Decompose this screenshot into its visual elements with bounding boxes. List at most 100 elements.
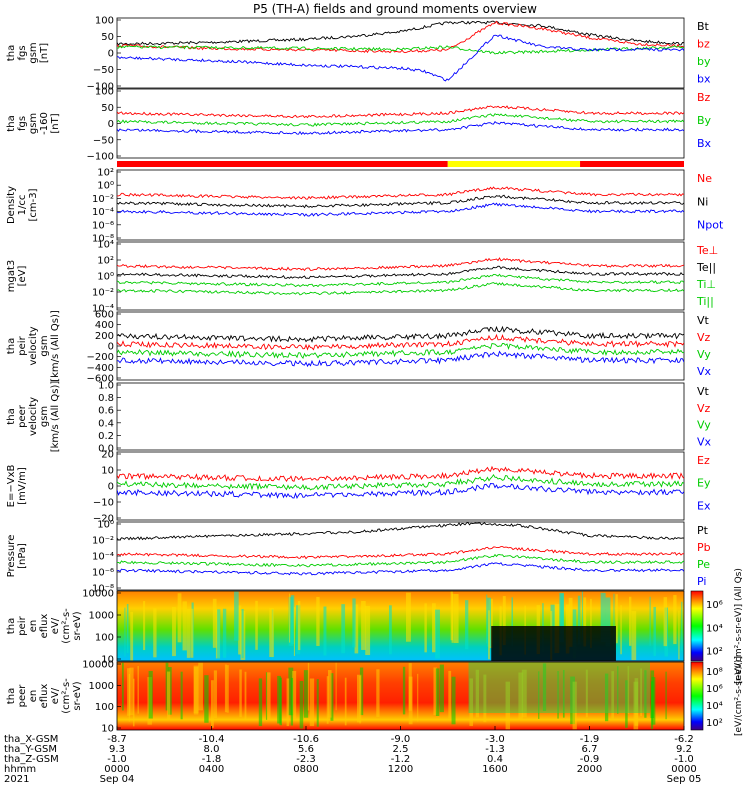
y-axis-label: mgat3 [eV]: [6, 260, 28, 293]
spectrogram-streak: [408, 676, 413, 725]
trace-ey: [117, 473, 684, 491]
spectrogram-streak: [341, 604, 346, 654]
trace-bt: [117, 20, 684, 46]
panel-fgs: 100 50 0 −50 −100 tha fgs gsm [nT] Bt bz by bx: [6, 16, 711, 93]
spectrogram-streak: [435, 609, 440, 659]
spectrogram-streak: [615, 594, 618, 644]
y-label-line: gsm: [39, 406, 50, 427]
spectrogram-streak: [600, 592, 606, 642]
trace-bx: [117, 34, 684, 82]
spectrogram-streak: [204, 675, 209, 723]
spectrogram-streak: [376, 669, 380, 717]
spectrogram-streak: [121, 662, 124, 711]
y-label-line: 1/cc: [17, 195, 28, 216]
legend-entry: Pb: [697, 541, 711, 554]
x-tick-hhmm: 0000: [104, 764, 129, 775]
legend-entry: Ez: [697, 454, 710, 467]
spectrogram-streak: [653, 606, 656, 656]
trace-vz: [117, 333, 684, 351]
colorbar-scale: [690, 661, 704, 731]
spectrogram-streak: [448, 670, 452, 719]
spectrogram-streak: [439, 664, 444, 713]
spectrogram-streak: [297, 601, 301, 651]
legend: Bt bz by bx: [697, 20, 711, 86]
y-tick-label: 0.4: [98, 418, 114, 429]
trace-ex: [117, 483, 684, 499]
legend-entry: Vy: [697, 419, 711, 432]
spectrogram-streak: [143, 601, 146, 651]
spectrogram-streak: [590, 598, 592, 648]
y-tick-label: 0.2: [98, 431, 114, 442]
y-label-line: tha: [6, 618, 17, 634]
trace-ti: [117, 273, 684, 288]
spectrogram-streak: [613, 593, 615, 643]
colorbar-tick: 10⁴: [706, 701, 723, 712]
colorbar-scale: [690, 590, 704, 662]
panel-peir-spec: 10⁶ 10⁴ 10² [eV/(cm²-s-sr-eV)] (All Qs) 1000…: [6, 568, 744, 684]
spectrogram-streak: [127, 668, 131, 716]
y-label-line: [cm-3]: [28, 188, 39, 221]
y-axis-label: tha peir velocity gsm [km/s (All Qs)]: [6, 310, 61, 382]
y-tick-label: 10⁻²: [92, 194, 114, 205]
legend-entry: Vx: [697, 435, 712, 448]
y-tick-label: 10²: [97, 256, 114, 267]
traces: [117, 105, 684, 135]
spectrogram-streak: [128, 674, 130, 722]
y-tick-label: 10⁻⁴: [92, 207, 114, 218]
x-row-label: 2021: [4, 774, 29, 785]
spectrogram-streak: [581, 591, 583, 641]
y-tick-label: 100: [95, 633, 114, 644]
y-tick-label: −600: [87, 374, 114, 385]
spectrogram-streak: [356, 674, 362, 723]
y-label-line: E=−VxB: [6, 465, 17, 508]
y-label-line: velocity: [28, 326, 39, 365]
spectrogram-streak: [651, 677, 656, 725]
spectrogram-streak: [190, 608, 194, 658]
spectrogram-streak: [402, 666, 406, 715]
y-axis-label: tha peir en eflux eV/(cm²-s-sr-eV): [6, 608, 83, 644]
y-label-line: sr-eV): [72, 681, 83, 710]
y-tick-label: 10⁻⁶: [92, 220, 114, 231]
x-tick-z: -1.2: [391, 754, 411, 765]
panel-peer-vel: 1.00.8 0.60.4 0.2 0.0 tha peer velocity gsm [km/…: [6, 381, 712, 455]
x-tick-x: -3.0: [485, 734, 505, 745]
spectrogram-gap: [491, 626, 616, 661]
legend-entry: Bz: [697, 91, 711, 104]
legend-entry: Pe: [697, 558, 710, 571]
y-label-line: tha: [6, 115, 17, 131]
y-tick-label: 10⁻⁶: [92, 568, 114, 579]
spectrogram-streak: [137, 666, 139, 714]
spectrogram-streak: [326, 676, 329, 724]
spectrogram-streak: [486, 594, 488, 644]
spectrogram-streak: [129, 667, 134, 716]
x-tick-hhmm: 0000: [671, 764, 696, 775]
y-tick-label: 10000: [82, 589, 114, 600]
spectrogram-streak: [309, 678, 315, 727]
trace-pi: [117, 562, 684, 576]
spectrogram-streak: [335, 662, 337, 711]
y-tick-label: 10⁻²: [92, 536, 114, 547]
colorbar-title: [eV/(cm²-s-sr-eV)] (All Qs): [734, 568, 744, 684]
x-tick-z: -1.0: [674, 754, 694, 765]
spectrogram-streak: [681, 601, 683, 651]
spectrogram-streak: [269, 607, 274, 657]
y-tick-label: 0.6: [98, 406, 114, 417]
y-tick-label: 20: [101, 450, 114, 461]
y-label-line: peir: [17, 335, 28, 355]
trace-bx: [117, 121, 684, 135]
colorbar-tick: 10²: [706, 718, 723, 729]
spectrogram-streak: [167, 671, 171, 720]
legend-entry: bz: [697, 38, 710, 51]
spectrogram-region: [468, 662, 650, 713]
y-tick-label: 1000: [89, 681, 114, 692]
panel-peer-spec: 10⁸ 10⁶ 10⁴ 10² [eV/(cm²-s-sr-eV)] 10000 1000 1…: [6, 656, 744, 736]
legend-entry: Vx: [697, 365, 712, 378]
y-tick-label: 10⁻⁸: [92, 234, 114, 245]
y-label-line: mgat3: [6, 260, 17, 293]
colorbar-title: [eV/(cm²-s-sr-eV)]: [734, 656, 744, 736]
y-tick-label: −200: [87, 352, 114, 363]
x-tick-y: 2.5: [393, 744, 409, 755]
x-row-label: tha_X-GSM: [4, 734, 58, 745]
y-axis-label: Pressure [nPa]: [6, 535, 28, 578]
